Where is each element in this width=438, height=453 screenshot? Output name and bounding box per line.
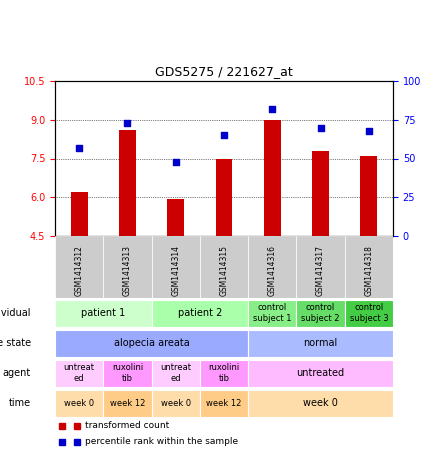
Text: alopecia areata: alopecia areata [114, 338, 190, 348]
Point [220, 132, 227, 139]
Text: transformed count: transformed count [85, 421, 170, 430]
Text: ruxolini
tib: ruxolini tib [112, 363, 143, 383]
FancyBboxPatch shape [345, 299, 393, 327]
FancyBboxPatch shape [152, 360, 200, 386]
FancyBboxPatch shape [152, 390, 200, 416]
Bar [360, 156, 377, 236]
FancyBboxPatch shape [297, 236, 345, 298]
FancyBboxPatch shape [297, 299, 345, 327]
FancyBboxPatch shape [55, 299, 152, 327]
Text: GSM1414317: GSM1414317 [316, 246, 325, 296]
Bar [215, 159, 233, 236]
Point [172, 158, 179, 165]
FancyBboxPatch shape [103, 236, 152, 298]
Text: week 0: week 0 [64, 399, 94, 408]
Text: disease state: disease state [0, 338, 31, 348]
FancyBboxPatch shape [248, 390, 393, 416]
Bar [264, 120, 281, 236]
Text: untreat
ed: untreat ed [160, 363, 191, 383]
Point [124, 119, 131, 126]
Text: control
subject 3: control subject 3 [350, 304, 388, 323]
Text: untreated: untreated [297, 368, 345, 378]
FancyBboxPatch shape [200, 360, 248, 386]
Text: week 0: week 0 [161, 399, 191, 408]
Bar [71, 192, 88, 236]
Text: individual: individual [0, 308, 31, 318]
Bar [119, 130, 136, 236]
Text: time: time [9, 398, 31, 408]
Text: week 12: week 12 [110, 399, 145, 408]
FancyBboxPatch shape [103, 390, 152, 416]
Text: percentile rank within the sample: percentile rank within the sample [85, 438, 239, 447]
FancyBboxPatch shape [248, 360, 393, 386]
Text: week 0: week 0 [303, 398, 338, 408]
FancyBboxPatch shape [345, 236, 393, 298]
Text: control
subject 2: control subject 2 [301, 304, 340, 323]
FancyBboxPatch shape [55, 390, 103, 416]
Title: GDS5275 / 221627_at: GDS5275 / 221627_at [155, 65, 293, 78]
FancyBboxPatch shape [152, 299, 248, 327]
Text: week 12: week 12 [206, 399, 242, 408]
FancyBboxPatch shape [248, 299, 297, 327]
FancyBboxPatch shape [152, 236, 200, 298]
Text: GSM1414315: GSM1414315 [219, 246, 229, 296]
FancyBboxPatch shape [248, 329, 393, 357]
Text: patient 2: patient 2 [178, 308, 222, 318]
Point [269, 105, 276, 112]
Text: untreat
ed: untreat ed [64, 363, 95, 383]
Point [76, 144, 83, 151]
Text: ruxolini
tib: ruxolini tib [208, 363, 240, 383]
FancyBboxPatch shape [55, 329, 248, 357]
Text: GSM1414312: GSM1414312 [74, 246, 84, 296]
Text: GSM1414314: GSM1414314 [171, 246, 180, 296]
FancyBboxPatch shape [55, 236, 103, 298]
FancyBboxPatch shape [200, 390, 248, 416]
Bar [167, 198, 184, 236]
Text: normal: normal [304, 338, 338, 348]
Text: agent: agent [3, 368, 31, 378]
Text: patient 1: patient 1 [81, 308, 125, 318]
FancyBboxPatch shape [200, 236, 248, 298]
Text: GSM1414313: GSM1414313 [123, 246, 132, 296]
FancyBboxPatch shape [248, 236, 297, 298]
Text: GSM1414316: GSM1414316 [268, 246, 277, 296]
Text: GSM1414318: GSM1414318 [364, 246, 373, 296]
Point [365, 127, 372, 134]
FancyBboxPatch shape [103, 360, 152, 386]
Text: control
subject 1: control subject 1 [253, 304, 292, 323]
Point [317, 124, 324, 131]
FancyBboxPatch shape [55, 360, 103, 386]
Bar [312, 151, 329, 236]
